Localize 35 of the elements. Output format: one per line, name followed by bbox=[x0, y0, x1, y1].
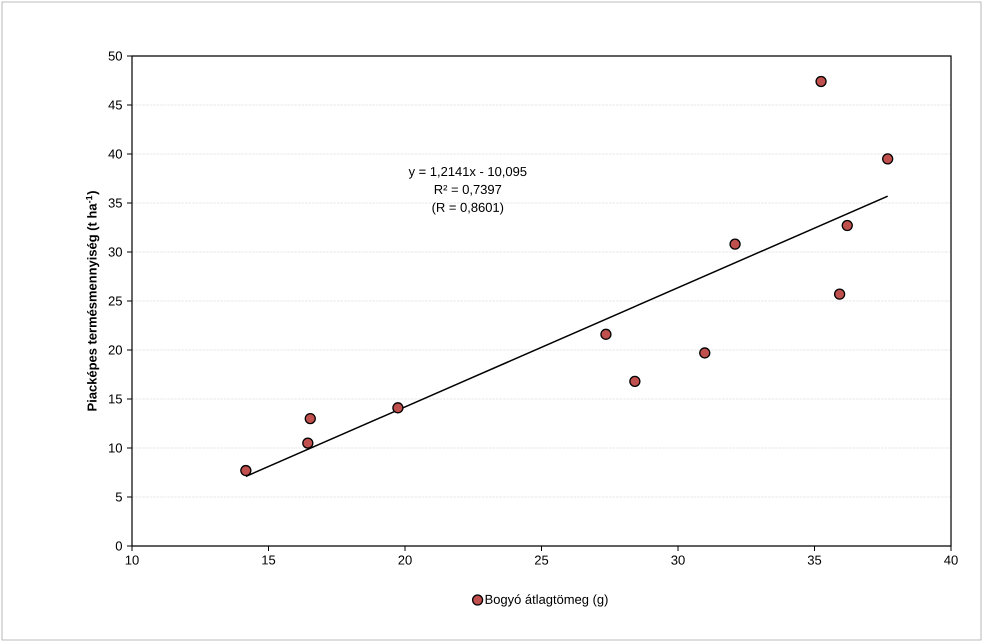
y-tick-label: 10 bbox=[109, 443, 122, 453]
x-tick-label: 10 bbox=[126, 556, 139, 565]
point bbox=[629, 376, 641, 388]
point bbox=[392, 402, 404, 414]
annotation: (R = 0,8601) bbox=[432, 202, 504, 215]
point bbox=[729, 238, 741, 250]
x-tick-label: 25 bbox=[534, 556, 548, 565]
x-tick-label: 15 bbox=[262, 556, 276, 565]
y-tick-label: 50 bbox=[108, 51, 122, 61]
point bbox=[834, 288, 846, 300]
y-tick-label: 20 bbox=[108, 345, 122, 355]
point bbox=[699, 347, 710, 359]
x-tick-label: 20 bbox=[398, 556, 412, 565]
point bbox=[304, 412, 316, 424]
point bbox=[815, 76, 827, 88]
x-tick-label: 35 bbox=[808, 556, 822, 565]
y-tick-label: 15 bbox=[109, 394, 122, 404]
point bbox=[302, 437, 314, 449]
y-tick-label: 5 bbox=[116, 492, 122, 502]
y-tick-label: 30 bbox=[108, 247, 122, 257]
point bbox=[240, 464, 252, 476]
x-tick-label: 30 bbox=[671, 556, 685, 565]
y-tick-label: 0 bbox=[116, 541, 122, 551]
point bbox=[600, 328, 612, 340]
y-tick-label: 40 bbox=[108, 149, 122, 159]
legend-label: Bogyó átlagtömeg (g) bbox=[486, 594, 608, 607]
point bbox=[842, 220, 853, 232]
annotation: y = 1,2141x - 10,095 bbox=[408, 166, 526, 179]
y-tick-label: 45 bbox=[108, 100, 122, 110]
y-tick-label: 25 bbox=[108, 296, 122, 306]
point bbox=[882, 153, 894, 165]
x-tick-label: 40 bbox=[944, 556, 958, 565]
y-axis-title: Piacképes termésmennyiség (t ha$^{-1}$) bbox=[86, 191, 100, 411]
y-tick-label: 35 bbox=[108, 198, 122, 208]
annotation: R² = 0,7397 bbox=[434, 184, 502, 196]
